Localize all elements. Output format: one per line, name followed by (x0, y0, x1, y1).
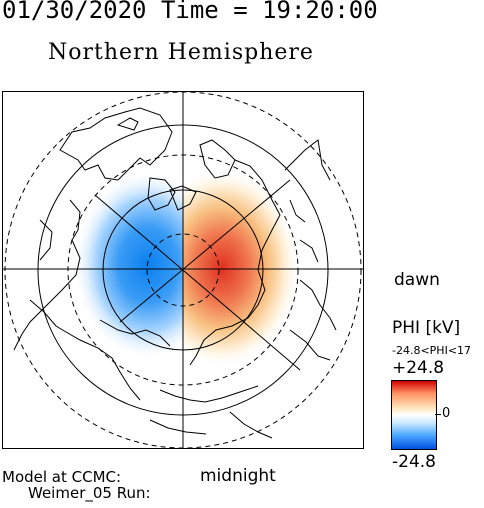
colorbar-range: -24.8<PHI<17 (392, 344, 472, 357)
midnight-label: midnight (200, 466, 276, 486)
colorbar (391, 380, 437, 450)
positive-potential-cell (183, 168, 300, 368)
colorbar-zero-label: 0 (442, 406, 451, 421)
negative-potential-cell (73, 170, 183, 360)
datetime-header: 01/30/2020 Time = 19:20:00 (2, 0, 378, 24)
model-line2: Weimer_05 Run: (28, 484, 151, 502)
colorbar-min-label: -24.8 (392, 452, 436, 472)
coastlines (13, 107, 337, 439)
colorbar-max-label: +24.8 (392, 358, 445, 378)
map-frame (2, 91, 364, 449)
dawn-label: dawn (394, 270, 440, 290)
model-line1: Model at CCMC: (2, 468, 122, 486)
colorbar-quantity: PHI [kV] (392, 318, 461, 338)
map-title: Northern Hemisphere (48, 40, 314, 65)
colorbar-zero-tick (435, 414, 441, 415)
meridian-ne-sw (119, 179, 291, 323)
meridian-nw-se (94, 194, 301, 371)
